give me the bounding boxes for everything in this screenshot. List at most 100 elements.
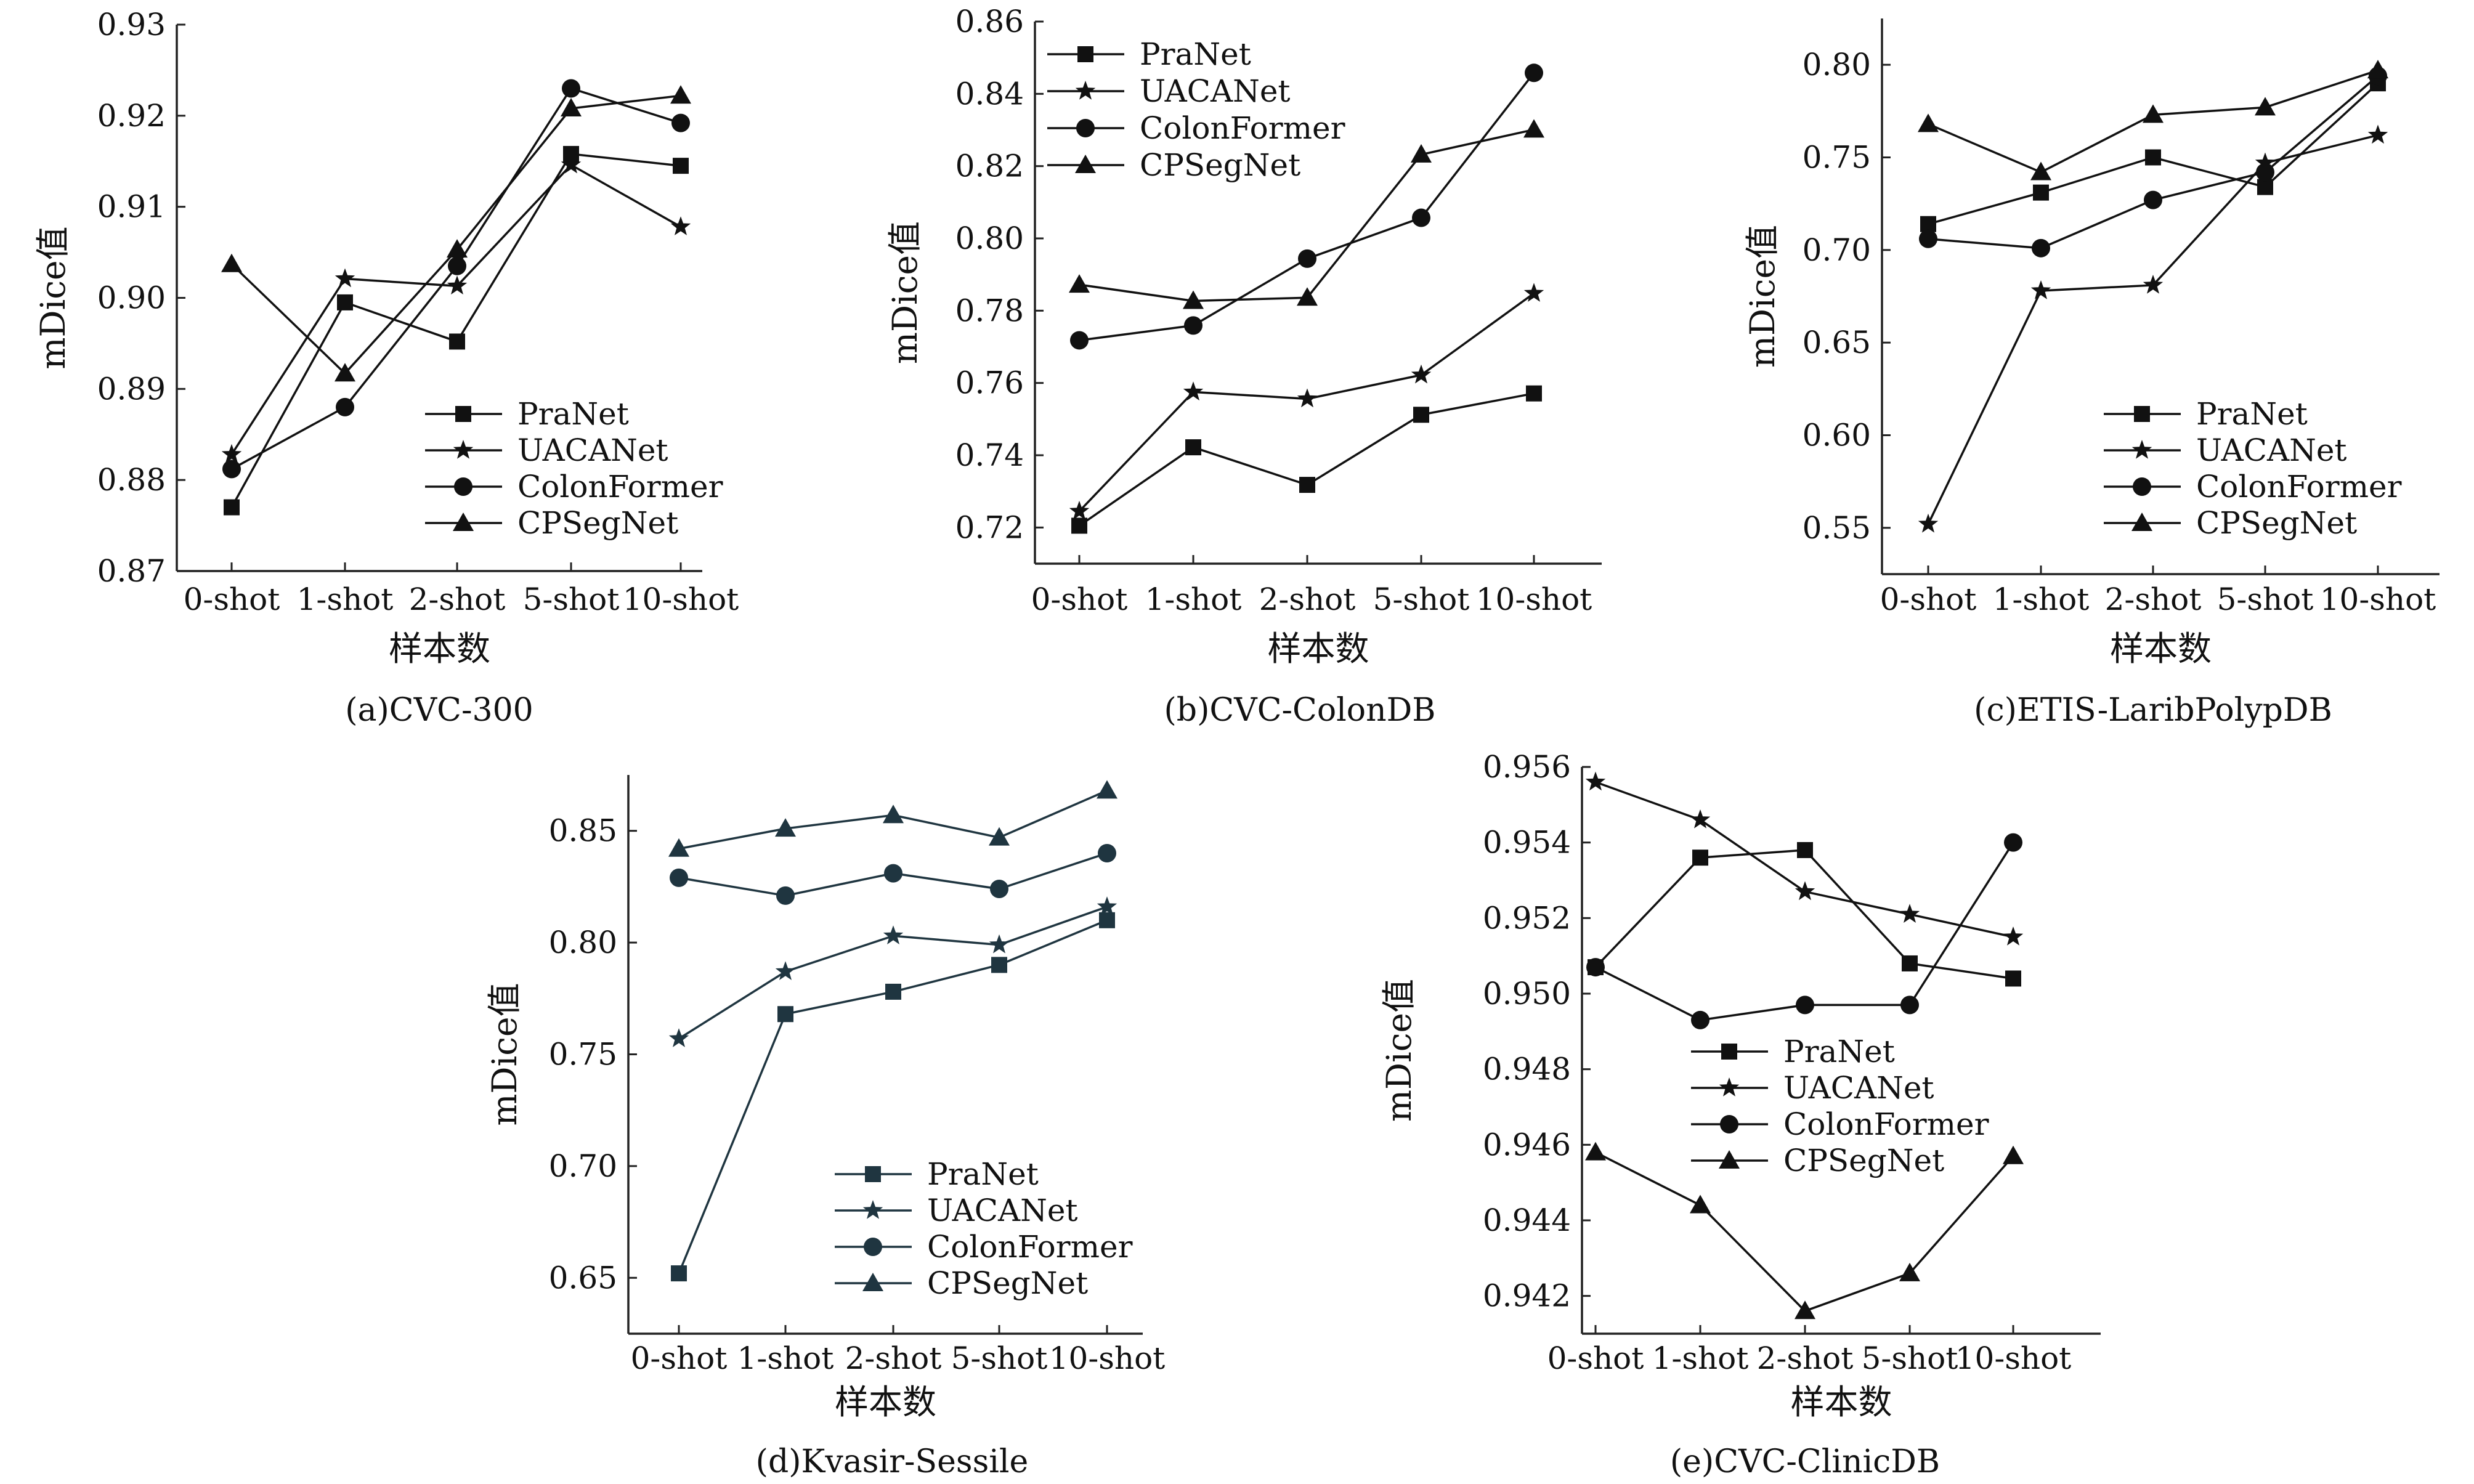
legend-label: ColonFormer: [517, 469, 723, 505]
data-point-colonformer: [2256, 163, 2274, 182]
data-point-colonformer: [670, 868, 688, 887]
data-point-colonformer: [1796, 995, 1814, 1015]
x-tick-label: 5-shot: [1373, 582, 1470, 617]
data-point-cpsegnet: [335, 363, 355, 382]
chart-panel-c: 0.55 0.60 0.65 0.70 0.75 0.80 0-shot 1-shot 2-sh…: [1743, 18, 2440, 729]
y-tick-label: 0.70: [1803, 232, 1871, 268]
data-point-cpsegnet: [2255, 97, 2276, 116]
legend-label: PraNet: [927, 1156, 1039, 1192]
x-tick-label: 5-shot: [2217, 582, 2314, 617]
y-tick-label: 0.84: [955, 76, 1024, 112]
data-point-colonformer: [2144, 190, 2162, 209]
data-point-pranet: [2033, 184, 2049, 201]
chart-panel-a: 0.87 0.88 0.89 0.90 0.91 0.92 0.93 0-shot 1-shot…: [33, 7, 739, 729]
legend-marker: [2131, 513, 2152, 531]
y-tick-label: 0.944: [1483, 1202, 1571, 1238]
y-tick-label: 0.78: [955, 293, 1024, 328]
legend-marker: [1075, 155, 1096, 173]
y-tick-label: 0.942: [1483, 1278, 1571, 1314]
x-tick-label: 10-shot: [1049, 1340, 1166, 1376]
y-tick-label: 0.85: [549, 813, 617, 849]
legend-label: UACANet: [2196, 432, 2347, 468]
data-point-colonformer: [1691, 1010, 1709, 1029]
data-point-pranet: [777, 1006, 793, 1023]
legend-marker: [453, 513, 474, 531]
data-point-cpsegnet: [1297, 287, 1318, 306]
y-tick-label: 0.87: [97, 553, 166, 589]
data-point-cpsegnet: [2143, 104, 2164, 123]
x-tick-label: 0-shot: [184, 582, 280, 617]
data-point-colonformer: [1525, 63, 1543, 83]
chart-panel-e: 0.942 0.944 0.946 0.948 0.950 0.952 0.954 0.956…: [1379, 749, 2101, 1480]
data-point-cpsegnet: [1523, 119, 1544, 138]
y-tick-label: 0.74: [955, 437, 1024, 473]
legend-marker: [453, 440, 474, 459]
x-tick-label: 2-shot: [1757, 1340, 1854, 1376]
data-point-colonformer: [1586, 958, 1605, 977]
y-tick-label: 0.82: [955, 148, 1024, 184]
data-point-cpsegnet: [1690, 1194, 1711, 1214]
data-point-cpsegnet: [775, 818, 796, 837]
data-point-pranet: [2257, 179, 2273, 195]
legend-marker: [454, 477, 472, 496]
x-tick-label: 5-shot: [951, 1340, 1048, 1376]
data-point-uacanet: [2143, 275, 2164, 294]
data-point-cpsegnet: [668, 838, 689, 857]
legend-label: ColonFormer: [1783, 1106, 1989, 1142]
legend-marker: [1077, 46, 1093, 62]
x-tick-label: 1-shot: [1145, 582, 1242, 617]
legend-label: PraNet: [2196, 396, 2308, 432]
data-point-uacanet: [1918, 513, 1939, 533]
legend-label: CPSegNet: [517, 505, 678, 541]
data-point-colonformer: [776, 886, 795, 905]
y-tick-label: 0.950: [1483, 976, 1571, 1012]
data-point-pranet: [1526, 385, 1542, 402]
legend-label: CPSegNet: [2196, 505, 2357, 541]
legend-marker: [1719, 1150, 1740, 1169]
y-tick-label: 0.80: [1803, 47, 1871, 83]
data-point-uacanet: [1899, 904, 1920, 923]
x-axis-label: 样本数: [1267, 629, 1369, 668]
data-point-uacanet: [1523, 283, 1544, 302]
x-tick-label: 5-shot: [1862, 1340, 1958, 1376]
y-tick-label: 0.75: [549, 1037, 617, 1072]
data-point-cpsegnet: [883, 805, 904, 824]
data-point-uacanet: [1069, 500, 1090, 520]
legend-label: ColonFormer: [2196, 469, 2402, 505]
data-point-uacanet: [1585, 771, 1606, 791]
legend-label: UACANet: [1140, 73, 1291, 109]
x-tick-label: 10-shot: [1476, 582, 1592, 617]
x-tick-label: 2-shot: [845, 1340, 942, 1376]
x-tick-label: 1-shot: [1652, 1340, 1749, 1376]
legend-label: CPSegNet: [1783, 1143, 1944, 1178]
data-point-pranet: [1413, 407, 1429, 423]
data-point-uacanet: [221, 444, 242, 463]
data-point-uacanet: [447, 275, 468, 294]
x-tick-label: 5-shot: [523, 582, 620, 617]
y-tick-label: 0.956: [1483, 749, 1571, 785]
data-point-pranet: [1902, 955, 1918, 971]
data-point-uacanet: [1411, 364, 1432, 384]
data-point-colonformer: [1412, 208, 1430, 227]
x-tick-label: 0-shot: [1031, 582, 1128, 617]
chart-caption: (c)ETIS-LaribPolypDB: [1974, 692, 2332, 729]
data-point-colonformer: [2032, 238, 2050, 257]
data-point-pranet: [1299, 477, 1315, 493]
x-tick-label: 1-shot: [297, 582, 394, 617]
y-tick-label: 0.72: [955, 509, 1024, 545]
data-point-colonformer: [1098, 843, 1116, 862]
y-tick-label: 0.954: [1483, 825, 1571, 861]
y-tick-label: 0.60: [1803, 418, 1871, 453]
data-point-cpsegnet: [1097, 780, 1117, 799]
data-point-cpsegnet: [1899, 1262, 1920, 1281]
data-point-cpsegnet: [561, 98, 582, 117]
y-tick-label: 0.76: [955, 365, 1024, 401]
data-point-pranet: [991, 957, 1007, 973]
y-tick-label: 0.65: [1803, 325, 1871, 360]
chart-caption: (b)CVC-ColonDB: [1164, 692, 1436, 729]
y-tick-label: 0.75: [1803, 140, 1871, 176]
y-tick-label: 0.88: [97, 462, 166, 498]
y-tick-label: 0.948: [1483, 1052, 1571, 1087]
